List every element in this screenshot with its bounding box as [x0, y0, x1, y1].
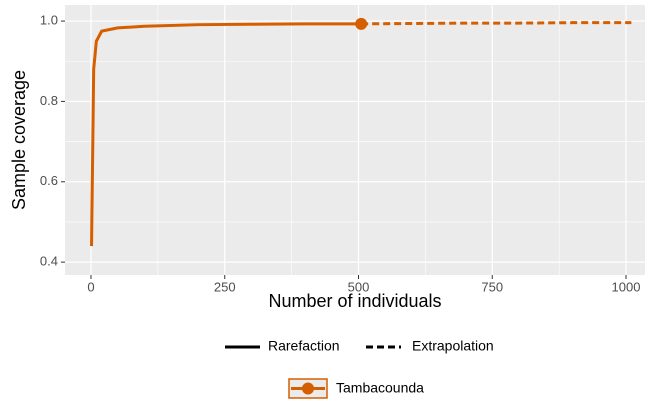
y-tick-label: 0.8	[40, 93, 58, 108]
grid	[65, 5, 645, 275]
plot-area	[90, 17, 632, 247]
legend-label: Extrapolation	[412, 338, 494, 354]
panel	[65, 5, 645, 275]
x-tick-label: 1000	[612, 279, 641, 294]
x-tick-label: 0	[87, 279, 94, 294]
rarefaction-line	[90, 22, 362, 247]
y-tick-label: 1.0	[40, 13, 58, 28]
observed-point	[355, 17, 368, 30]
legend-key-point	[302, 382, 314, 395]
y-tick-label: 0.6	[40, 173, 58, 188]
legend: Rarefaction Extrapolation Tambacounda	[225, 338, 494, 399]
x-axis-title: Number of individuals	[268, 291, 441, 311]
x-tick-label: 750	[481, 279, 503, 294]
y-tick-label: 0.4	[40, 254, 58, 269]
x-tick-label: 250	[214, 279, 236, 294]
legend-label: Rarefaction	[268, 338, 340, 354]
y-axis-title: Sample coverage	[9, 70, 29, 210]
legend-label: Tambacounda	[336, 380, 424, 396]
extrapolation-line	[361, 21, 632, 26]
x-tick-label: 500	[348, 279, 370, 294]
